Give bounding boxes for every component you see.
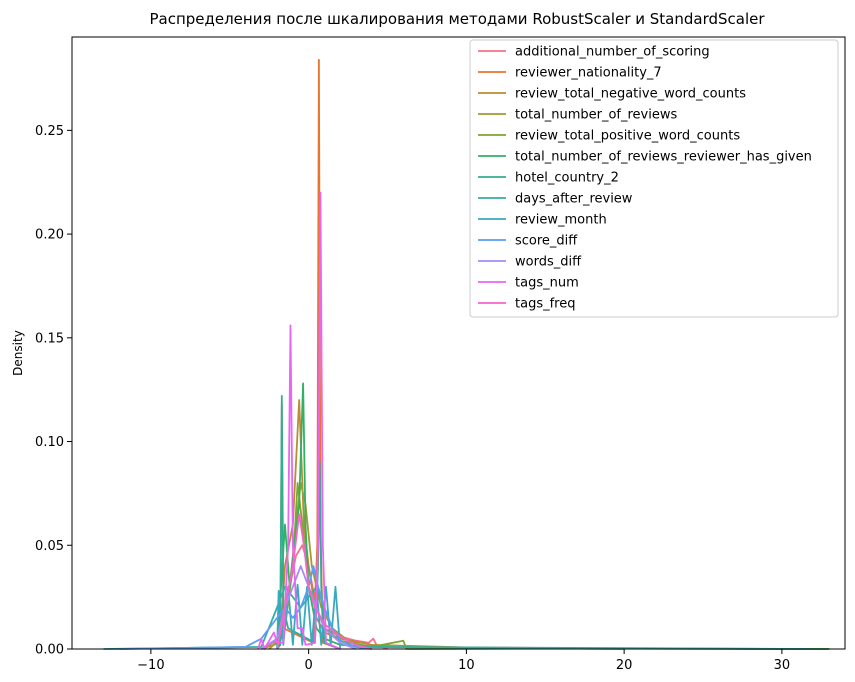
x-tick-label-3: 20 [616,658,633,673]
legend-label-1: reviewer_nationality_7 [515,66,662,81]
legend-label-0: additional_number_of_scoring [515,45,710,60]
legend-label-4: review_total_positive_word_counts [515,129,740,144]
y-tick-label-5: 0.25 [35,124,64,139]
series-curves [103,58,830,650]
y-tick-label-3: 0.15 [35,331,64,346]
legend-label-2: review_total_negative_word_counts [515,87,746,102]
y-tick-label-2: 0.10 [35,435,64,450]
legend-label-10: words_diff [515,255,582,270]
legend-label-6: hotel_country_2 [515,171,619,186]
x-axis-ticks: −10 0 10 20 30 [137,649,790,673]
chart-title: Распределения после шкалирования методам… [149,10,765,28]
legend-label-9: score_diff [515,234,578,249]
y-tick-label-0: 0.00 [35,643,64,658]
legend-label-7: days_after_review [515,192,633,207]
y-axis-ticks: 0.00 0.05 0.10 0.15 0.20 0.25 [35,124,72,658]
legend-box [469,39,839,318]
legend-label-8: review_month [515,213,607,228]
legend-label-11: tags_num [515,276,579,291]
legend-label-5: total_number_of_reviews_reviewer_has_giv… [515,150,812,165]
series-line-11 [257,191,341,650]
y-tick-label-1: 0.05 [35,539,64,554]
series-line-12 [276,513,372,650]
y-axis-title: Density [11,330,25,376]
legend-label-12: tags_freq [515,297,575,312]
series-line-2 [261,399,830,650]
series-line-10 [260,565,357,650]
series-line-5 [276,382,830,650]
legend: additional_number_of_scoring reviewer_nat… [469,39,839,318]
x-tick-label-4: 30 [774,658,791,673]
legend-label-3: total_number_of_reviews [515,108,677,123]
x-tick-label-1: 0 [304,658,312,673]
series-line-7 [103,585,809,650]
plot-frame [71,36,846,650]
y-tick-label-4: 0.20 [35,228,64,243]
x-tick-label-2: 10 [458,658,475,673]
x-tick-label-0: −10 [137,658,164,673]
